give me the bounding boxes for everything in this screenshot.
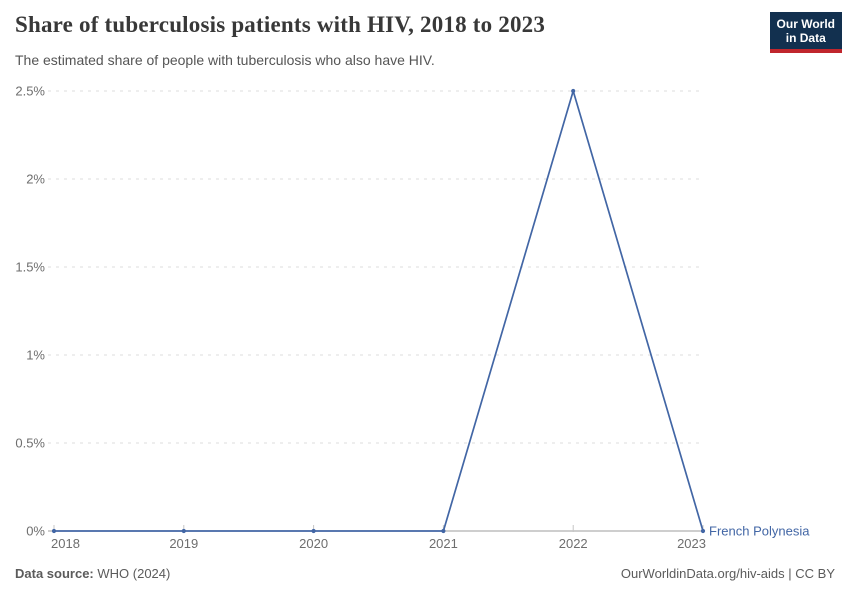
chart-svg: 0% 0.5% 1% 1.5% 2% 2.5% 2018 2019 2020 2021 2022 20… (15, 84, 810, 552)
series-end-label[interactable]: French Polynesia (709, 524, 810, 539)
line-chart-plot: 0% 0.5% 1% 1.5% 2% 2.5% 2018 2019 2020 2021 2022 20… (0, 78, 850, 565)
credit-link[interactable]: OurWorldinData.org/hiv-aids | CC BY (620, 566, 835, 581)
y-axis-tick-label: 1% (26, 348, 45, 363)
y-axis-tick-label: 2.5% (15, 84, 45, 99)
page-title: Share of tuberculosis patients with HIV,… (15, 12, 546, 37)
y-axis-tick-label: 0% (26, 524, 45, 539)
data-point-marker (700, 528, 706, 534)
chart-subtitle: The estimated share of people with tuber… (15, 52, 435, 68)
data-point-marker (441, 528, 446, 534)
y-axis-tick-label: 2% (26, 172, 45, 187)
x-axis-tick-label: 2019 (169, 536, 198, 551)
logo-line1: Our World (776, 17, 835, 31)
x-axis-tick-label: 2020 (299, 536, 328, 551)
series-line-french-polynesia[interactable] (53, 90, 704, 532)
data-source-label: Data source: (15, 566, 98, 581)
data-source-value: WHO (2024) (97, 566, 171, 581)
data-point-marker (51, 528, 57, 534)
data-point-marker (571, 88, 576, 94)
x-axis-tick-label: 2022 (559, 536, 588, 551)
chart-footer: Data source: WHO (2024) OurWorldinData.o… (15, 566, 835, 581)
y-axis-tick-label: 1.5% (15, 260, 45, 275)
x-axis-tick-label: 2021 (429, 536, 458, 551)
y-axis-tick-label: 0.5% (15, 436, 45, 451)
x-axis-tick-label: 2018 (51, 536, 80, 551)
x-axis-tick-label: 2023 (677, 536, 706, 551)
owid-logo[interactable]: Our World in Data (769, 12, 842, 53)
logo-line2: in Data (785, 31, 826, 45)
data-point-marker (311, 528, 316, 534)
data-point-marker (181, 528, 186, 534)
data-source: Data source: WHO (2024) (15, 566, 170, 581)
